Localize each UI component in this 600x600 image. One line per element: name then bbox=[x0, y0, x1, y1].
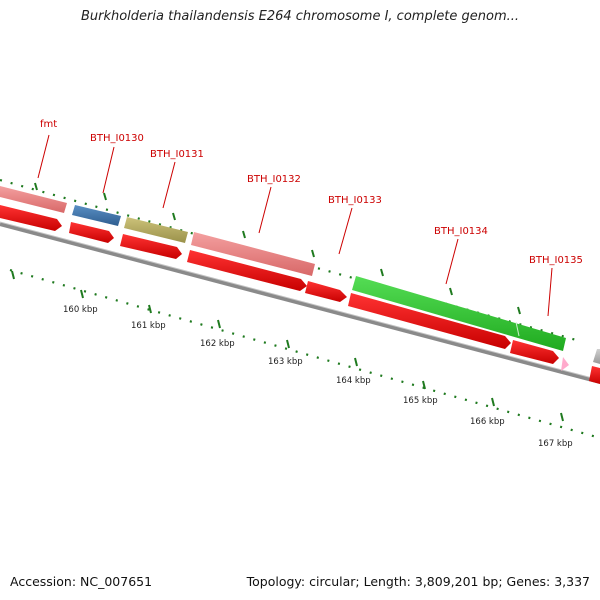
kbp-label-162: 162 kbp bbox=[200, 339, 235, 349]
cds-arrow[interactable] bbox=[589, 366, 600, 384]
kbp-label-165: 165 kbp bbox=[403, 396, 438, 406]
gene-label-BTH_I0131: BTH_I0131 bbox=[150, 149, 204, 160]
kbp-label-164: 164 kbp bbox=[336, 376, 371, 386]
gene-label-BTH_I0135: BTH_I0135 bbox=[529, 255, 583, 266]
gene-BTH_I0136[interactable] bbox=[593, 349, 600, 364]
gene-label-BTH_I0130: BTH_I0130 bbox=[90, 133, 144, 144]
cds-arrow[interactable] bbox=[348, 293, 511, 349]
kbp-label-163: 163 kbp bbox=[268, 357, 303, 367]
gene-label-fmt: fmt bbox=[40, 119, 57, 130]
gene-label-BTH_I0133: BTH_I0133 bbox=[328, 195, 382, 206]
kbp-labels: 160 kbp 161 kbp 162 kbp 163 kbp 164 kbp … bbox=[63, 305, 573, 449]
cds-arrow[interactable] bbox=[120, 234, 182, 259]
cds-arrow[interactable] bbox=[0, 205, 62, 231]
gene-BTH_I0131[interactable] bbox=[124, 217, 188, 243]
map-title: Burkholderia thailandensis E264 chromoso… bbox=[80, 9, 520, 24]
accession-text: Accession: NC_007651 bbox=[10, 574, 153, 589]
kbp-label-167: 167 kbp bbox=[538, 439, 573, 449]
kbp-label-161: 161 kbp bbox=[131, 321, 166, 331]
gene-label-leaders bbox=[37, 134, 553, 317]
gene-BTH_I0134[interactable] bbox=[352, 276, 566, 351]
cds-track bbox=[0, 205, 600, 384]
cds-arrow[interactable] bbox=[305, 281, 347, 302]
gene-fmt[interactable] bbox=[0, 186, 67, 213]
gene-label-BTH_I0132: BTH_I0132 bbox=[247, 174, 301, 185]
gene-BTH_I0132[interactable] bbox=[191, 232, 315, 276]
gene-label-BTH_I0134: BTH_I0134 bbox=[434, 226, 488, 237]
cds-arrow[interactable] bbox=[187, 250, 307, 291]
cds-arrow[interactable] bbox=[510, 340, 559, 364]
upper-tick-track bbox=[0, 178, 581, 343]
lower-tick-track bbox=[9, 268, 600, 440]
cds-arrow-small[interactable] bbox=[561, 357, 569, 371]
gene-BTH_I0130[interactable] bbox=[72, 205, 121, 226]
genome-backbone bbox=[0, 221, 600, 384]
genome-summary-text: Topology: circular; Length: 3,809,201 bp… bbox=[246, 574, 590, 589]
kbp-label-166: 166 kbp bbox=[470, 417, 505, 427]
gene-labels: fmt BTH_I0130 BTH_I0131 BTH_I0132 BTH_I0… bbox=[40, 119, 583, 266]
cds-arrow[interactable] bbox=[69, 222, 114, 243]
gene-feature-track bbox=[0, 186, 600, 364]
kbp-label-160: 160 kbp bbox=[63, 305, 98, 315]
